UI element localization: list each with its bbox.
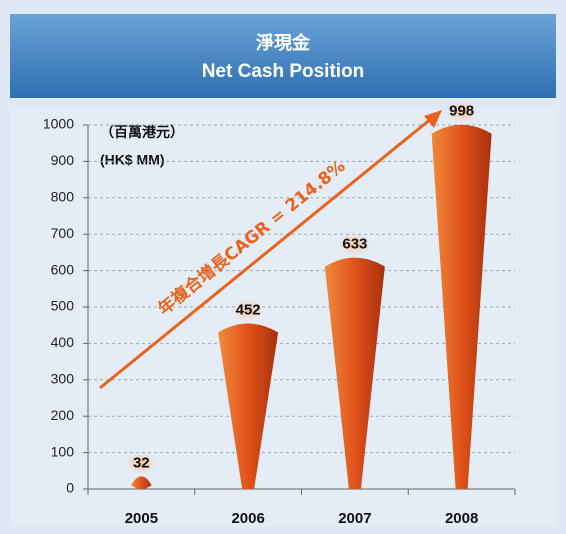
y-tick-label: 800 xyxy=(51,189,75,205)
unit-label: （百萬港元） xyxy=(100,124,184,141)
trend-arrow xyxy=(99,116,433,390)
value-label: 998 xyxy=(449,103,474,120)
y-tick-label: 500 xyxy=(51,298,75,314)
label-glow xyxy=(125,452,158,475)
arrow-head xyxy=(424,110,442,128)
x-tick-label: 2006 xyxy=(231,510,264,527)
y-tick-label: 600 xyxy=(51,261,75,277)
bar xyxy=(131,476,152,489)
bar xyxy=(431,124,492,489)
value-label: 32 xyxy=(133,454,150,471)
y-tick-label: 700 xyxy=(51,225,75,241)
y-tick-label: 300 xyxy=(51,371,75,387)
y-tick-label: 0 xyxy=(66,480,74,496)
header-banner xyxy=(10,14,556,98)
bar xyxy=(218,323,279,489)
chart-subtitle: Net Cash Position xyxy=(202,61,365,82)
label-glow xyxy=(338,233,371,256)
y-tick-label: 900 xyxy=(51,152,75,168)
y-tick-label: 100 xyxy=(51,443,75,459)
x-tick-label: 2008 xyxy=(445,510,478,527)
label-glow xyxy=(445,100,478,123)
value-label: 452 xyxy=(236,301,261,318)
bar xyxy=(324,257,385,489)
label-glow xyxy=(232,299,265,322)
y-tick-label: 1000 xyxy=(43,116,74,132)
y-tick-label: 400 xyxy=(51,334,75,350)
x-tick-label: 2007 xyxy=(338,510,371,527)
y-tick-label: 200 xyxy=(51,407,75,423)
chart-title: 淨現金 xyxy=(256,32,311,54)
x-tick-label: 2005 xyxy=(125,510,158,527)
unit-label: (HK$ MM) xyxy=(100,152,165,168)
value-label: 633 xyxy=(342,236,367,253)
